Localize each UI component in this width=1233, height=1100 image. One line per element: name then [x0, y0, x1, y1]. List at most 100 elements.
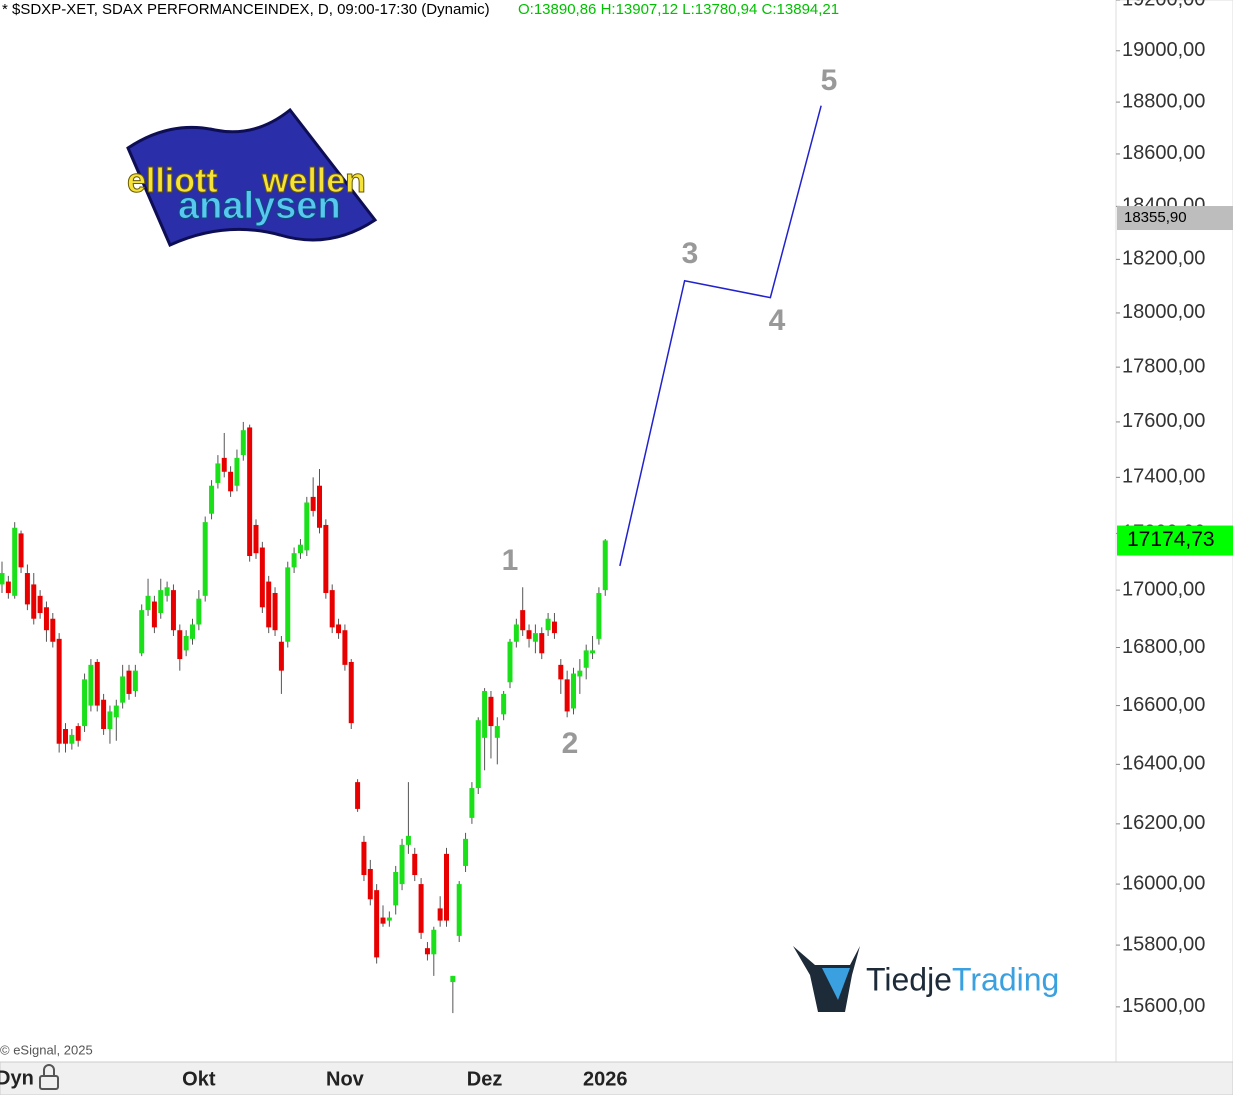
y-tick-label: 16000,00	[1122, 872, 1205, 894]
candle-body	[297, 544, 303, 554]
candle-body	[50, 618, 56, 642]
candle-body	[361, 841, 367, 876]
candle-body	[234, 457, 240, 486]
candle-body	[56, 638, 62, 744]
bull-icon	[822, 968, 850, 1000]
candle-body	[418, 884, 424, 933]
candle-body	[380, 917, 386, 924]
price-marker	[1117, 525, 1233, 556]
lock-icon[interactable]	[39, 1064, 59, 1090]
candle-body	[513, 624, 519, 642]
y-tick-label: 16200,00	[1122, 812, 1205, 834]
candle-body	[399, 844, 405, 885]
chart-title: * $SDXP-XET, SDAX PERFORMANCEINDEX, D, 0…	[2, 1, 490, 18]
candle-body	[43, 607, 49, 631]
candle-body	[31, 584, 37, 619]
projection-line	[619, 105, 822, 567]
candle-body	[571, 673, 576, 709]
bull-icon	[793, 946, 860, 1012]
lock-shackle	[43, 1064, 55, 1076]
candle-body	[444, 853, 449, 921]
candle-body	[405, 835, 411, 845]
candle-body	[494, 726, 500, 738]
candle-body	[564, 679, 570, 712]
candle-body	[145, 595, 151, 611]
price-marker-label: 18355,90	[1124, 209, 1187, 226]
wave-label: 4	[769, 304, 786, 337]
candle-body	[272, 592, 278, 631]
candle-body	[488, 696, 494, 727]
logo-text: elliott	[127, 162, 218, 200]
candle-body	[545, 618, 551, 631]
candle-body	[221, 457, 227, 472]
candle-body	[583, 650, 589, 668]
candle-body	[120, 676, 126, 703]
candle-body	[196, 598, 202, 625]
y-tick-label: 17400,00	[1122, 466, 1205, 488]
candle-body	[367, 868, 373, 900]
y-tick-label: 16400,00	[1122, 753, 1205, 775]
wave-label: 2	[562, 727, 579, 760]
candle-body	[253, 524, 259, 554]
candle-body	[247, 427, 253, 557]
y-tick-label: 17800,00	[1122, 355, 1205, 377]
y-tick-label: 18800,00	[1122, 90, 1205, 112]
elliott-logo: elliott wellen analysen	[126, 107, 378, 247]
candle-body	[126, 670, 132, 694]
candle-body	[336, 624, 342, 634]
candle-body	[151, 601, 157, 628]
candle-body	[590, 650, 596, 654]
candle-body	[602, 540, 608, 591]
price-marker	[1117, 206, 1233, 231]
candle-body	[539, 633, 545, 654]
y-tick-label: 18200,00	[1122, 248, 1205, 270]
candle-body	[577, 670, 583, 677]
candle-body	[240, 430, 246, 456]
wave-label: 3	[682, 237, 699, 270]
candle-body	[209, 485, 215, 514]
candle-body	[437, 908, 443, 921]
candle-body	[291, 553, 297, 568]
candle-body	[450, 975, 456, 983]
tiedje-logo: Tiedje Trading	[793, 946, 1059, 1012]
candle-body	[164, 587, 170, 596]
candle-body	[177, 630, 183, 660]
candle-body	[88, 664, 94, 706]
wave-label: 1	[502, 544, 519, 577]
candle-body	[304, 502, 310, 551]
axis-mode[interactable]: Dyn	[0, 1067, 34, 1089]
candle-body	[82, 679, 88, 727]
candle-body	[342, 630, 348, 665]
y-tick-label: 19200,00	[1122, 0, 1205, 10]
candle-body	[228, 471, 234, 492]
candle-body	[558, 664, 564, 680]
y-tick-label: 16600,00	[1122, 694, 1205, 716]
candle-body	[374, 890, 380, 958]
candle-body	[355, 782, 361, 809]
candle-body	[317, 485, 322, 528]
x-tick-label: Dez	[467, 1068, 503, 1090]
y-tick-label: 18000,00	[1122, 301, 1205, 323]
x-tick-label: Nov	[326, 1068, 365, 1090]
lock-body	[39, 1075, 59, 1090]
y-tick-label: 18600,00	[1122, 142, 1205, 164]
candle-body	[520, 610, 526, 631]
candle-body	[158, 590, 164, 613]
candle-body	[532, 633, 538, 642]
candle-body	[329, 590, 335, 628]
candle-body	[24, 573, 30, 605]
y-tick-label: 15600,00	[1122, 995, 1205, 1017]
copyright: © eSignal, 2025	[0, 1042, 93, 1057]
wave-label: 5	[821, 64, 838, 97]
y-tick-label: 15800,00	[1122, 933, 1205, 955]
candle-body	[463, 838, 469, 866]
candle-body	[526, 630, 532, 639]
candle-body	[386, 917, 392, 921]
candle-body	[170, 590, 176, 631]
candle-body	[0, 573, 5, 585]
candle-body	[501, 693, 507, 715]
candle-body	[431, 929, 437, 955]
logo-text: Tiedje	[866, 961, 952, 997]
